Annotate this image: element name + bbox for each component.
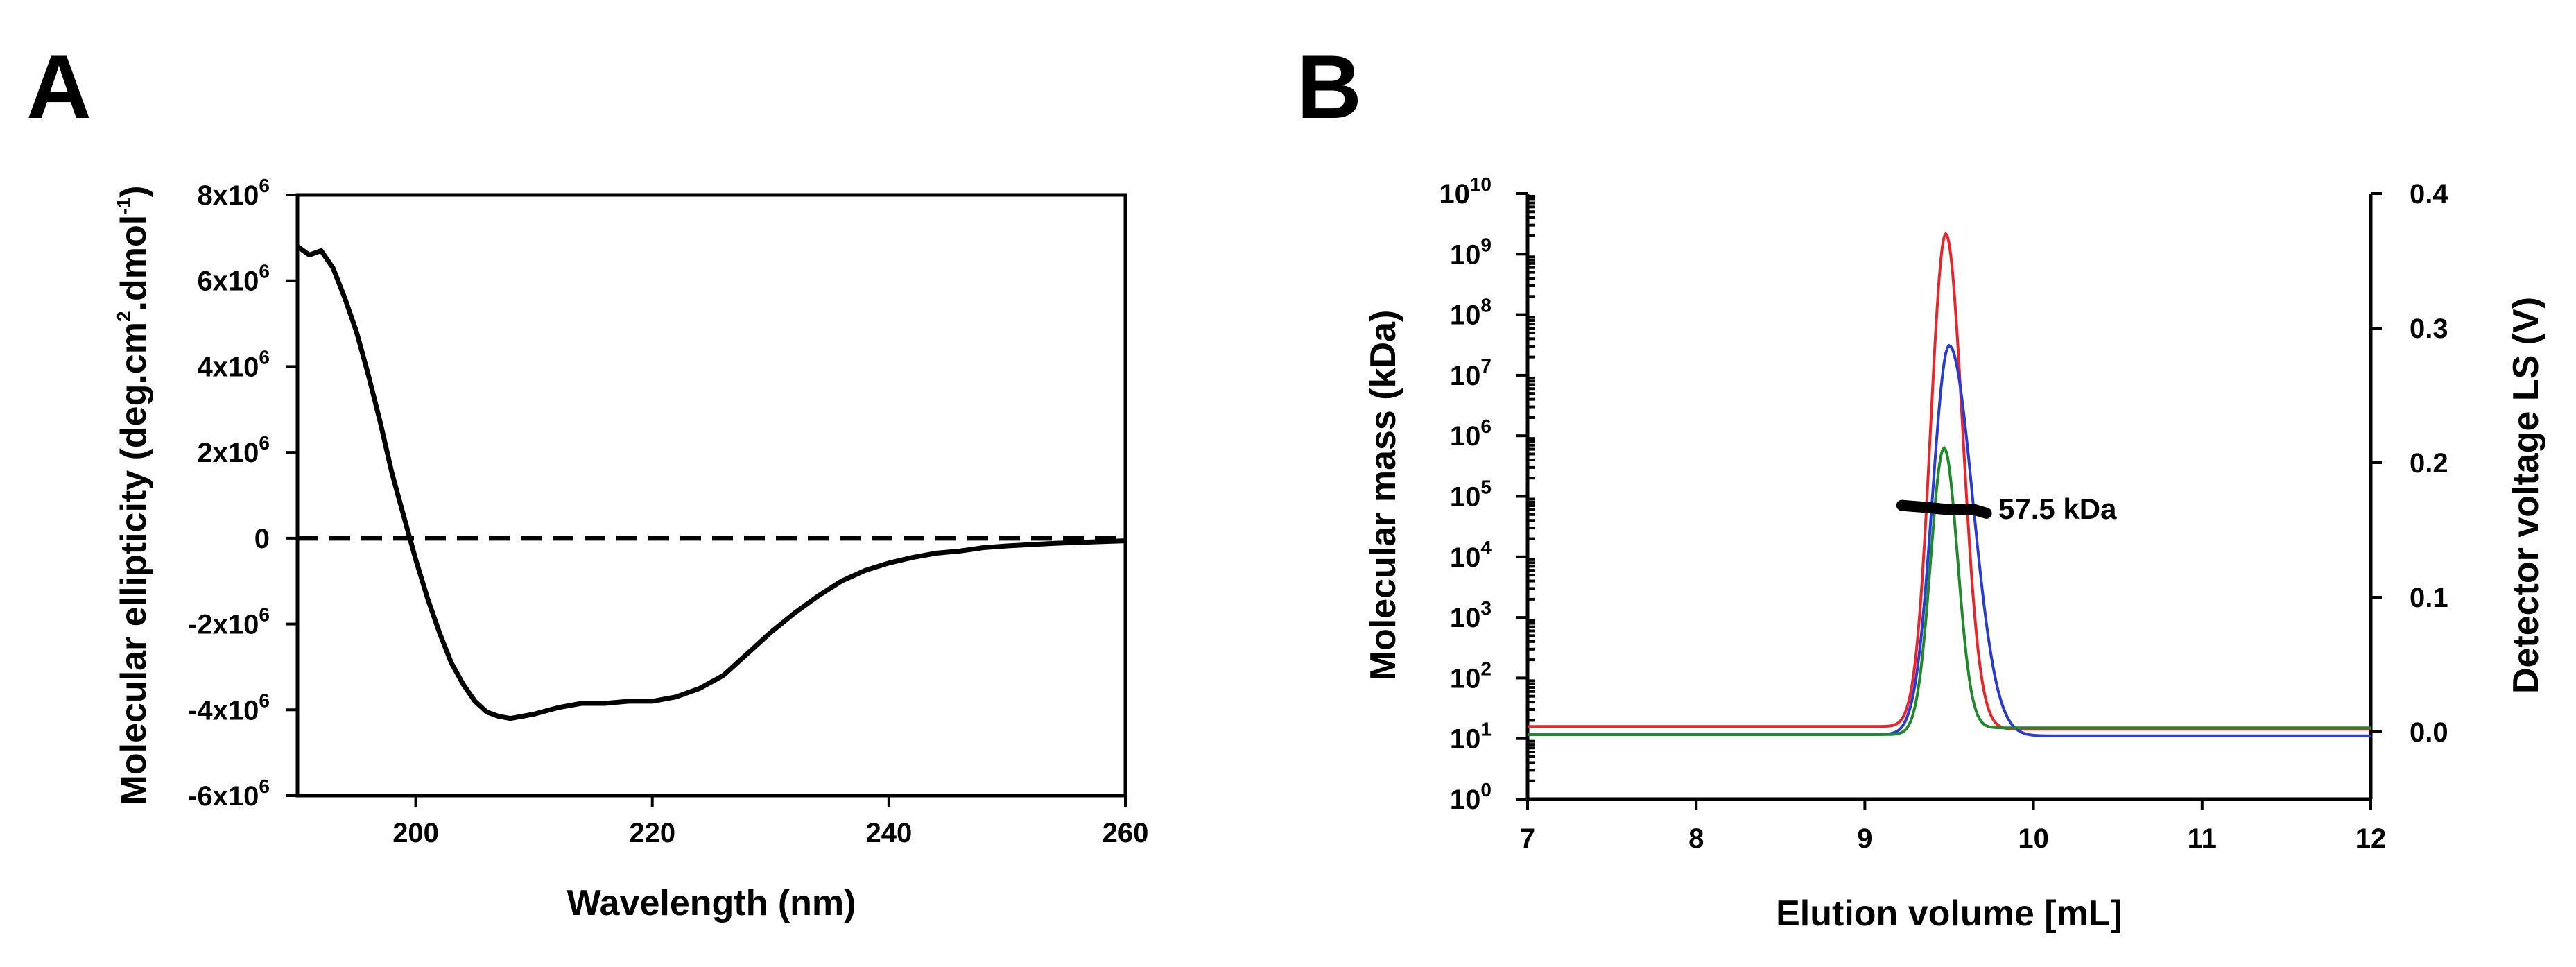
panel-b-y-tick-label: 109 [1450, 234, 1492, 270]
panel-a-y-tick-label: -2x106 [188, 604, 270, 640]
panel-b-series-line-1 [1528, 343, 2371, 737]
panel-b-y-tick-label: 100 [1450, 779, 1492, 815]
panel-b-y2-tick-label: 0.0 [2410, 717, 2448, 748]
panel-b-y-tick-label: 108 [1450, 295, 1492, 331]
panel-a-x-ticks: 200 220 240 260 [392, 796, 1148, 848]
panel-a-plot-frame [295, 193, 1127, 798]
panel-b-y-tick-label: 107 [1450, 355, 1492, 391]
panel-a-letter: A [26, 36, 92, 137]
panel-a-x-tick-label: 220 [629, 818, 675, 848]
panel-b-x-tick-label: 10 [2018, 823, 2049, 854]
panel-a-y-axis-title: Molecular ellipticity (deg.cm2.dmol-1) [113, 186, 154, 805]
panel-a-y-tick-label: -6x106 [188, 776, 270, 812]
panel-b-series-line-2 [1528, 445, 2371, 736]
panel-a-y-tick-label: 0 [254, 524, 270, 554]
panel-a-x-tick-label: 240 [865, 818, 912, 848]
panel-a-y-tick-label: 6x106 [197, 261, 270, 297]
panel-b-y-axis-title: Molecular mass (kDa) [1363, 310, 1403, 681]
panel-b-x-tick-label: 11 [2188, 823, 2217, 854]
panel-b-y2-tick-label: 0.2 [2410, 448, 2448, 479]
panel-a-y-tick-label: 2x106 [197, 432, 270, 468]
panel-a-y-ticks: 8x106 6x106 4x106 2x106 0 -2x106 -4x106 -6x106 [188, 175, 297, 812]
panel-a: A 200 220 240 260 8x106 6x106 4x106 2x106 0 -2x1… [26, 36, 1148, 923]
panel-a-x-tick-label: 200 [392, 818, 439, 848]
panel-b-y-ticks: 100 101 102 103 104 105 106 107 108 109 1010 [1439, 173, 1535, 815]
panel-b-x-tick-label: 12 [2355, 823, 2387, 854]
panel-b-x-tick-label: 7 [1520, 823, 1535, 854]
panel-a-y-tick-label: 4x106 [197, 346, 270, 382]
panel-b-y2-tick-label: 0.3 [2410, 314, 2448, 344]
panel-a-x-axis-title: Wavelength (nm) [567, 883, 856, 923]
panel-b-x-tick-label: 9 [1857, 823, 1872, 854]
panel-b-y-tick-label: 101 [1450, 719, 1492, 755]
panel-b-y2-tick-label: 0.4 [2410, 179, 2448, 209]
panel-b-x-axis-title: Elution volume [mL] [1776, 893, 2123, 934]
panel-b-letter: B [1297, 36, 1362, 137]
panel-b-y-tick-label: 104 [1450, 537, 1492, 573]
panel-b-y-tick-label: 106 [1450, 416, 1492, 452]
panel-b-y2-axis-title: Detector voltage LS (V) [2506, 297, 2546, 694]
panel-b-y-tick-label: 103 [1450, 597, 1492, 633]
panel-b-series [1528, 231, 2371, 737]
panel-a-y-tick-label: -4x106 [188, 690, 270, 726]
panel-b: B 7 8 9 10 11 12 1001011021031041051061071081… [1297, 36, 2546, 934]
panel-a-x-tick-label: 260 [1103, 818, 1149, 848]
panel-b-y2-tick-label: 0.1 [2410, 583, 2448, 613]
panel-b-x-tick-label: 8 [1688, 823, 1704, 854]
panel-b-y-tick-label: 102 [1450, 658, 1492, 694]
panel-b-y2-ticks: 0.0 0.1 0.2 0.3 0.4 [2371, 179, 2448, 748]
panel-b-y-tick-label: 1010 [1439, 173, 1492, 209]
panel-b-molar-mass-segment [1896, 499, 1992, 519]
panel-b-y-tick-label: 105 [1450, 477, 1492, 513]
panel-a-cd-line [295, 244, 1126, 721]
panel-b-mass-annotation: 57.5 kDa [1998, 493, 2117, 525]
panel-b-x-ticks: 7 8 9 10 11 12 [1520, 799, 2386, 854]
panel-b-series-line-0 [1528, 231, 2371, 731]
panel-a-y-tick-label: 8x106 [197, 175, 270, 211]
